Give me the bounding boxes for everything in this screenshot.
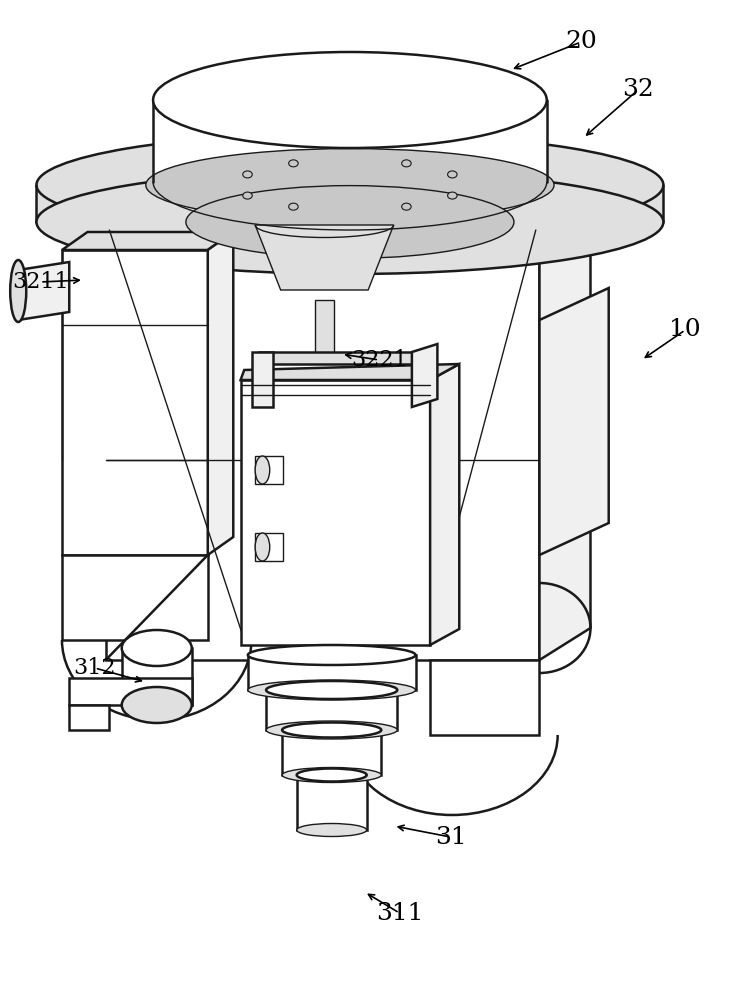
Polygon shape: [252, 352, 273, 407]
Polygon shape: [255, 225, 394, 290]
Polygon shape: [539, 193, 590, 660]
Ellipse shape: [186, 186, 514, 258]
Polygon shape: [259, 352, 426, 364]
Polygon shape: [122, 648, 192, 705]
Text: 312: 312: [74, 657, 116, 679]
Polygon shape: [297, 775, 367, 830]
Polygon shape: [315, 300, 334, 360]
Polygon shape: [62, 555, 208, 640]
Polygon shape: [539, 288, 609, 555]
Ellipse shape: [153, 52, 547, 148]
Polygon shape: [62, 232, 233, 250]
Polygon shape: [430, 660, 539, 735]
Ellipse shape: [282, 722, 381, 738]
Polygon shape: [18, 262, 69, 320]
Ellipse shape: [297, 768, 367, 782]
Ellipse shape: [282, 768, 381, 782]
Polygon shape: [106, 225, 539, 660]
Ellipse shape: [255, 456, 270, 484]
Ellipse shape: [122, 630, 192, 666]
Polygon shape: [106, 193, 590, 225]
Polygon shape: [266, 690, 397, 730]
Ellipse shape: [10, 260, 26, 322]
Ellipse shape: [289, 160, 298, 167]
Text: 3221: 3221: [351, 349, 408, 371]
Polygon shape: [255, 456, 283, 484]
Ellipse shape: [122, 687, 192, 723]
Polygon shape: [153, 100, 547, 182]
Polygon shape: [241, 380, 430, 645]
Ellipse shape: [289, 203, 298, 210]
Text: 311: 311: [376, 902, 423, 924]
Polygon shape: [62, 250, 208, 555]
Ellipse shape: [448, 171, 457, 178]
Polygon shape: [248, 655, 416, 690]
Polygon shape: [241, 364, 459, 380]
Text: 32: 32: [622, 79, 654, 102]
Polygon shape: [255, 533, 283, 561]
Ellipse shape: [36, 133, 663, 237]
Ellipse shape: [297, 824, 367, 836]
Ellipse shape: [402, 203, 411, 210]
Polygon shape: [282, 730, 381, 775]
Polygon shape: [69, 705, 109, 730]
Ellipse shape: [248, 645, 416, 665]
Text: 10: 10: [669, 318, 701, 342]
Ellipse shape: [146, 149, 554, 221]
Text: 3211: 3211: [12, 271, 69, 293]
Polygon shape: [208, 232, 233, 555]
Ellipse shape: [248, 680, 416, 700]
Ellipse shape: [266, 681, 397, 699]
Ellipse shape: [36, 170, 663, 274]
Ellipse shape: [266, 721, 397, 739]
Ellipse shape: [243, 171, 252, 178]
Ellipse shape: [448, 192, 457, 199]
Ellipse shape: [243, 192, 252, 199]
Polygon shape: [69, 678, 192, 705]
Ellipse shape: [255, 533, 270, 561]
Text: 31: 31: [434, 826, 467, 848]
Polygon shape: [36, 185, 663, 222]
Ellipse shape: [402, 160, 411, 167]
Polygon shape: [430, 364, 459, 645]
Text: 20: 20: [565, 30, 597, 53]
Polygon shape: [412, 344, 437, 407]
